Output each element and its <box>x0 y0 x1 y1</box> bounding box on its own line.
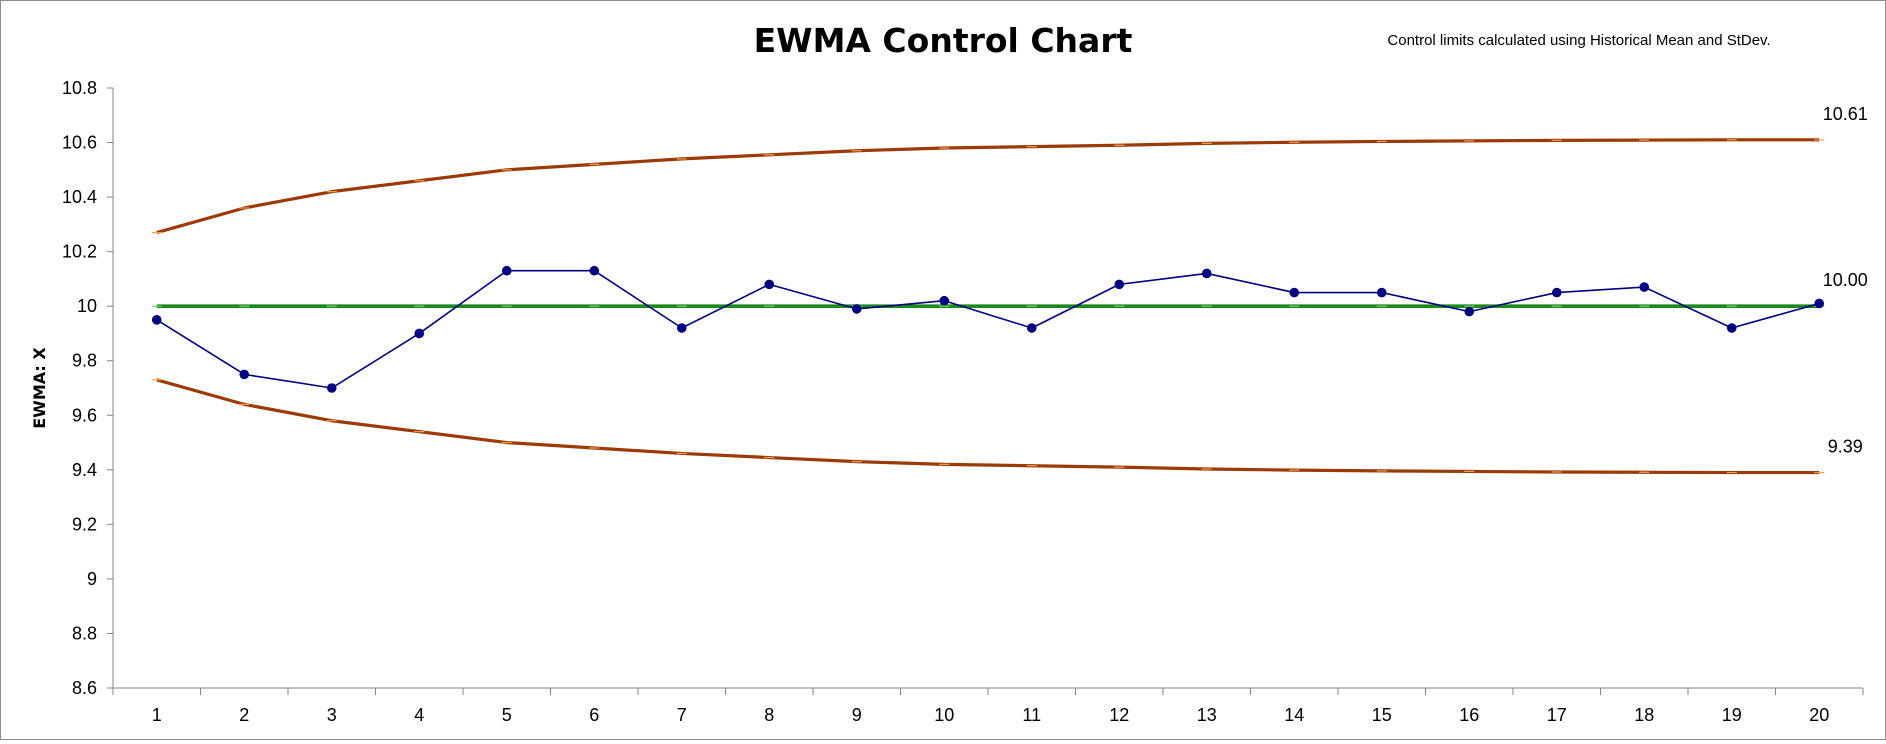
x-tick-label: 18 <box>1634 705 1654 725</box>
ewma-point <box>1201 268 1212 279</box>
x-tick-label: 9 <box>852 705 862 725</box>
ewma-point <box>764 279 775 290</box>
end-labels: 10.61 9.39 10.00 <box>1823 104 1868 457</box>
ewma-point <box>1464 306 1475 317</box>
center-line-end-label: 10.00 <box>1823 270 1868 290</box>
lower-control-limit-end-label: 9.39 <box>1828 437 1863 457</box>
ewma-point <box>851 304 862 314</box>
ewma-point <box>151 315 162 325</box>
upper-control-limit-end-label: 10.61 <box>1823 104 1868 124</box>
ewma-point <box>1376 287 1387 298</box>
ewma-point <box>676 323 687 333</box>
y-tick-label: 9.4 <box>72 460 97 480</box>
x-tick-label: 11 <box>1022 705 1041 725</box>
x-tick-label: 14 <box>1284 705 1304 725</box>
ewma-series-line <box>156 269 1820 389</box>
x-tick-label: 1 <box>152 705 162 725</box>
y-tick-label: 10.4 <box>62 187 97 207</box>
ewma-point <box>501 265 512 276</box>
ewma-point <box>1289 287 1300 298</box>
x-tick-label: 12 <box>1109 705 1129 725</box>
y-tick-label: 8.8 <box>72 623 97 643</box>
ewma-point <box>589 265 600 276</box>
x-tick-label: 2 <box>239 705 249 725</box>
lower-control-limit <box>156 378 1820 475</box>
x-tick-label: 10 <box>934 705 954 725</box>
x-tick-label: 3 <box>327 705 337 725</box>
ewma-point <box>1114 279 1125 290</box>
ewma-point <box>239 369 250 380</box>
y-tick-label: 9.6 <box>72 405 97 425</box>
x-tick-label: 17 <box>1547 705 1567 725</box>
x-tick-label: 16 <box>1459 705 1479 725</box>
chart-title: EWMA Control Chart <box>754 21 1133 60</box>
x-tick-label: 8 <box>764 705 774 725</box>
y-axis-label: EWMA: X <box>30 347 49 429</box>
ewma-point <box>1814 298 1825 309</box>
ewma-point <box>939 295 950 306</box>
ewma-point <box>1026 323 1037 333</box>
x-tick-label: 15 <box>1372 705 1392 725</box>
x-tick-label: 20 <box>1809 705 1829 725</box>
y-tick-label: 9 <box>87 569 97 589</box>
y-tick-label: 9.8 <box>72 351 97 371</box>
y-tick-label: 10 <box>77 296 97 316</box>
ewma-point <box>414 328 425 339</box>
series-layer <box>151 138 1825 475</box>
chart-subtitle: Control limits calculated using Historic… <box>1387 32 1770 49</box>
ewma-point <box>326 383 337 393</box>
ewma-point <box>1639 282 1650 292</box>
ewma-point <box>1551 287 1562 298</box>
x-tick-label: 13 <box>1197 705 1217 725</box>
x-tick-label: 4 <box>414 705 424 725</box>
y-tick-label: 10.8 <box>62 78 97 98</box>
x-tick-label: 19 <box>1722 705 1742 725</box>
x-tick-label: 7 <box>677 705 687 725</box>
y-tick-label: 8.6 <box>72 678 97 698</box>
y-tick-label: 10.6 <box>62 133 97 153</box>
x-tick-label: 6 <box>589 705 599 725</box>
y-tick-label: 9.2 <box>72 514 97 534</box>
x-tick-label: 5 <box>502 705 512 725</box>
upper-control-limit <box>156 138 1820 235</box>
ewma-point <box>1726 323 1737 333</box>
y-tick-label: 10.2 <box>62 242 97 262</box>
